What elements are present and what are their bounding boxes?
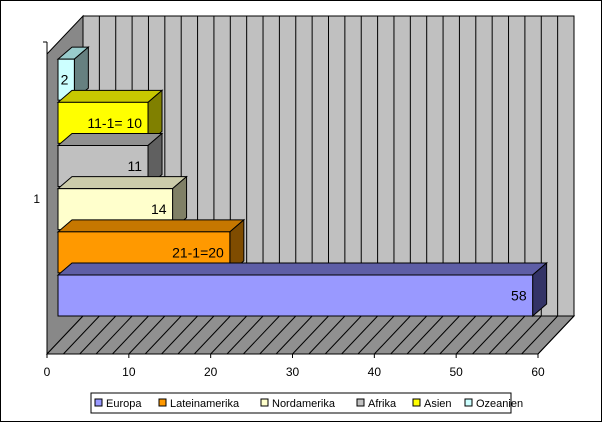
floor-gridline xyxy=(95,315,133,355)
x-tick-label: 50 xyxy=(449,365,463,379)
x-tick-label: 20 xyxy=(204,365,218,379)
floor-gridline xyxy=(193,315,231,355)
bar-top xyxy=(56,89,164,103)
bar-front xyxy=(57,274,534,317)
floor-gridline xyxy=(455,315,493,355)
floor-gridline xyxy=(504,315,542,355)
bar-top xyxy=(56,262,548,276)
legend-swatch xyxy=(94,398,103,407)
bar-europa: 58 xyxy=(56,261,548,318)
floor-gridline xyxy=(423,315,460,355)
floor-gridline xyxy=(161,315,198,355)
x-tick-label: 30 xyxy=(286,365,300,379)
legend-swatch xyxy=(356,398,365,407)
floor-gridline xyxy=(324,315,362,355)
legend-label: Ozeanien xyxy=(476,398,523,410)
floor-gridline xyxy=(259,315,297,355)
floor-gridline xyxy=(439,315,477,355)
x-tick-label: 60 xyxy=(531,365,545,379)
floor-gridline xyxy=(357,315,395,355)
data-label: 2 xyxy=(61,72,69,88)
chart-gridlines xyxy=(63,16,575,355)
floor-gridline xyxy=(406,315,444,355)
floor-gridline xyxy=(537,315,575,355)
floor-gridline xyxy=(177,315,215,355)
data-label: 21-1=20 xyxy=(172,244,224,260)
legend-swatch xyxy=(464,398,473,407)
data-label: 11-1= 10 xyxy=(87,115,142,131)
floor-gridline xyxy=(472,315,509,355)
floor-gridline xyxy=(275,315,313,355)
x-tick-label: 0 xyxy=(44,365,51,379)
floor-gridline xyxy=(243,315,280,355)
chart-bars: 2 11-1= 10 11 14 21-1=20 58 xyxy=(56,46,548,318)
y-tick-label: 1 xyxy=(33,192,40,206)
x-tick-label: 40 xyxy=(368,365,382,379)
floor-gridline xyxy=(373,315,411,355)
data-label: 11 xyxy=(127,158,142,174)
floor-gridline xyxy=(341,315,378,355)
bar-top xyxy=(56,219,246,233)
floor-gridline xyxy=(210,315,248,355)
floor-gridline xyxy=(521,315,558,355)
legend-box xyxy=(90,392,512,414)
legend-label: Asien xyxy=(424,398,452,410)
bar-top xyxy=(56,133,164,146)
floor-gridline xyxy=(63,315,100,355)
bar-ozeanien: 2 xyxy=(56,46,90,102)
legend-swatch xyxy=(260,398,269,407)
chart-legend: Europa Lateinamerika Nordamerika Afrika Asie… xyxy=(90,392,523,414)
legend-label: Europa xyxy=(106,398,142,410)
floor-gridline xyxy=(488,315,526,355)
legend-swatch xyxy=(412,398,421,407)
floor-gridline xyxy=(390,315,428,355)
floor-gridline xyxy=(128,315,166,355)
floor-gridline xyxy=(144,315,182,355)
legend-swatch xyxy=(158,398,167,407)
bar-top xyxy=(56,176,188,190)
floor-gridline xyxy=(79,315,117,355)
floor-gridline xyxy=(308,315,346,355)
chart-axes: 10 10 20 30 40 50 60 xyxy=(33,41,545,379)
data-label: 14 xyxy=(151,201,167,217)
legend-label: Afrika xyxy=(368,398,397,410)
x-tick-label: 10 xyxy=(122,365,136,379)
floor-gridline xyxy=(226,315,264,355)
legend-label: Lateinamerika xyxy=(170,398,240,410)
data-label: 58 xyxy=(511,288,527,304)
legend-label: Nordamerika xyxy=(272,398,336,410)
floor-gridline xyxy=(292,315,329,355)
floor-gridline xyxy=(112,315,149,355)
